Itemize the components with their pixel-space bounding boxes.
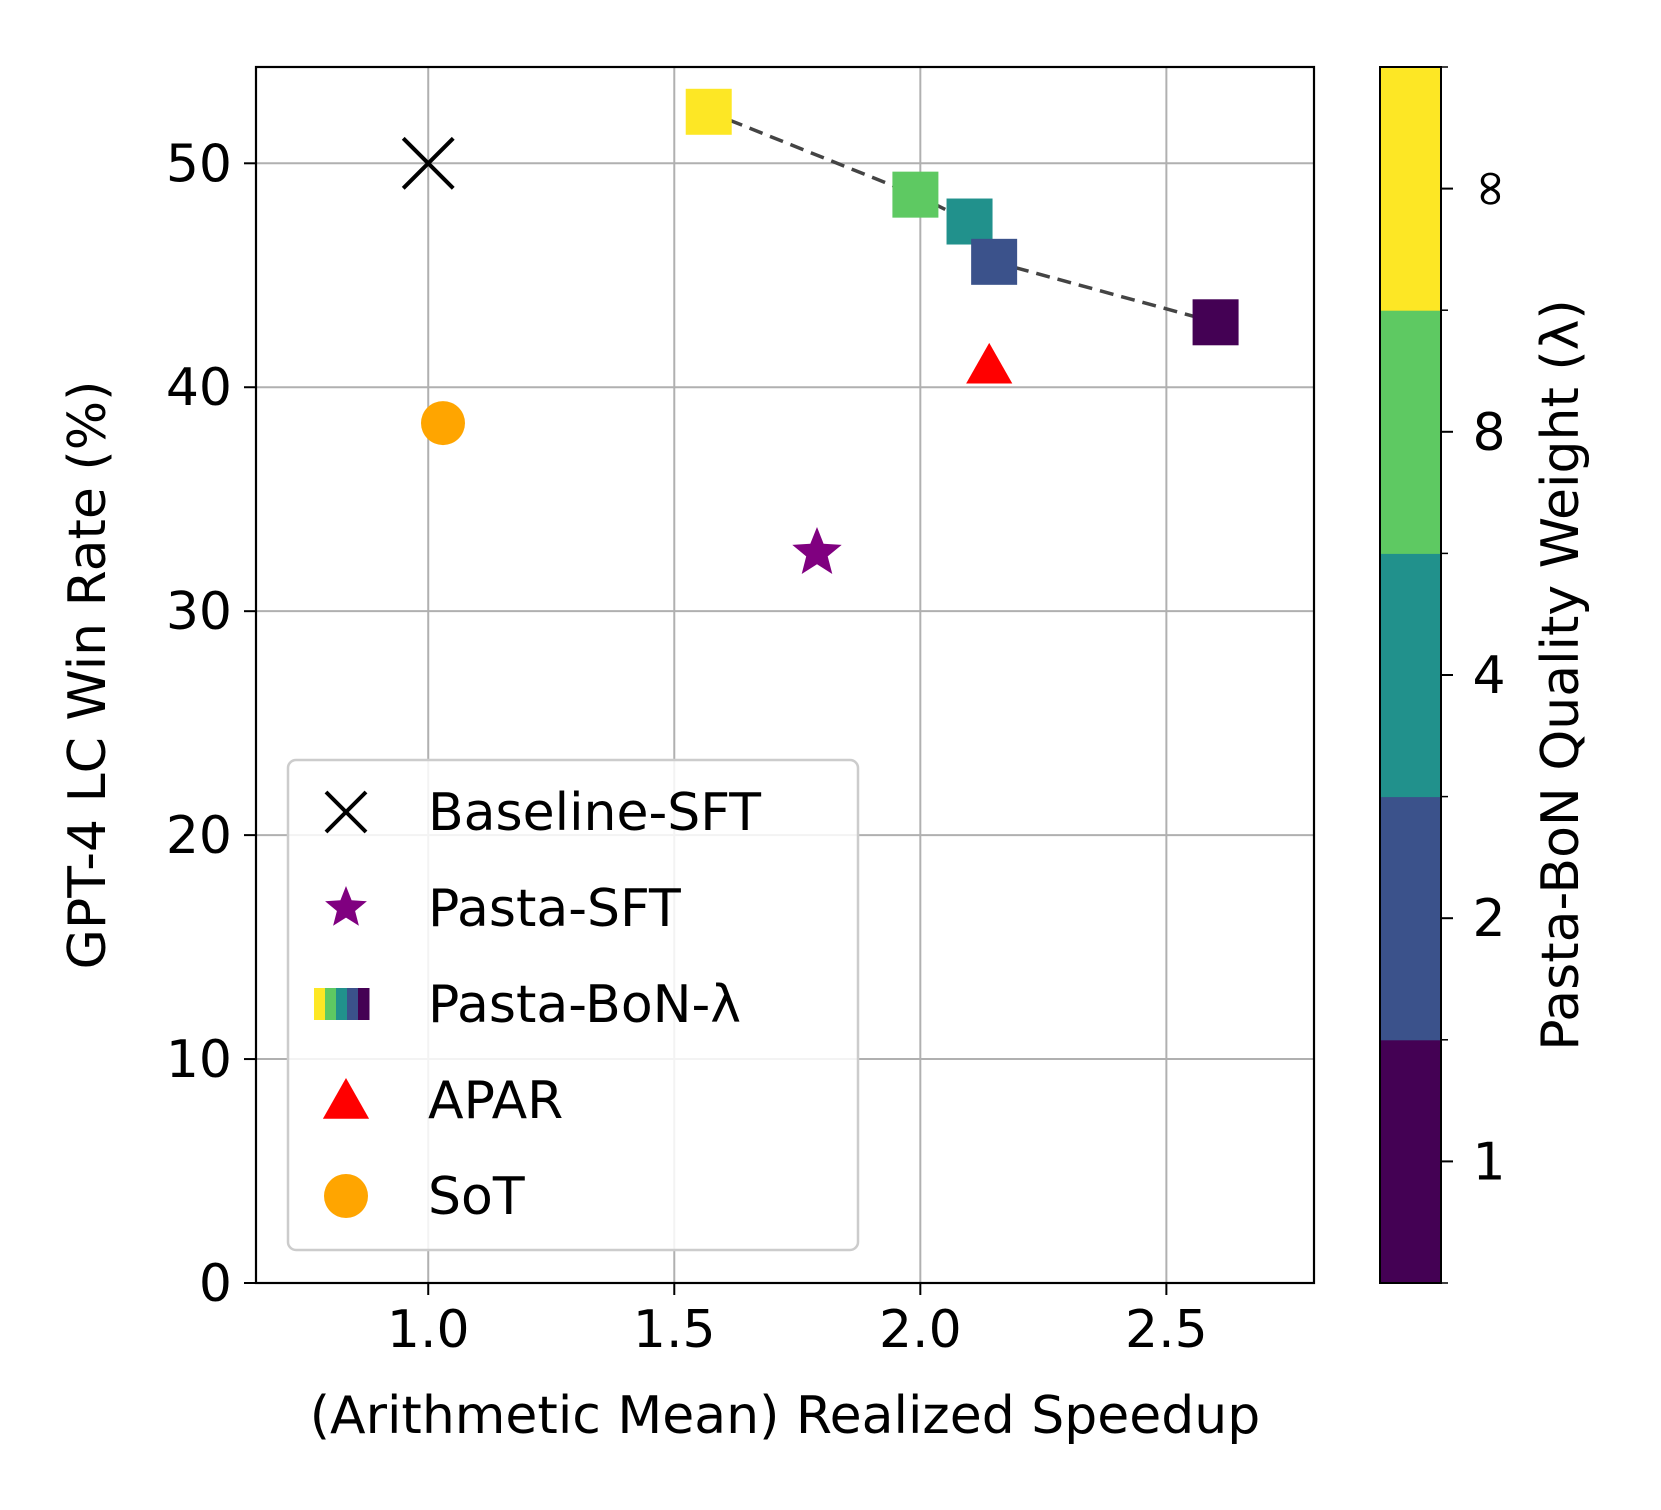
y-tick-label: 10 [166, 1030, 232, 1090]
y-axis-ticks: 0 10 20 30 40 50 [166, 134, 256, 1314]
y-tick-label: 50 [166, 134, 232, 194]
colorbar: 1 2 4 8 ∞ [1379, 66, 1519, 1284]
legend-marker [322, 1078, 370, 1119]
point-pasta-bon- [685, 88, 732, 135]
y-tick-label: 20 [166, 806, 232, 866]
x-axis-title: (Arithmetic Mean) Realized Speedup [310, 1386, 1260, 1446]
pasta-bon-dashed-line [708, 110, 1217, 324]
legend-swatch-segment [358, 988, 370, 1020]
x-tick-label: 1.5 [633, 1300, 716, 1360]
point-pasta-bon- [1192, 299, 1239, 346]
x-axis-ticks: 1.0 1.5 2.0 2.5 [387, 1283, 1208, 1360]
legend-label: APAR [428, 1071, 563, 1131]
colorbar-tick-label: 2 [1472, 889, 1505, 949]
legend-label: Baseline-SFT [428, 783, 761, 843]
point-pasta-bon- [892, 171, 939, 218]
legend: Baseline-SFT Pasta-SFT Pasta-BoN-λ APAR SoT [286, 758, 860, 1252]
x-stroke-b [401, 136, 455, 190]
colorbar-segment [1380, 67, 1441, 311]
y-axis-title: GPT-4 LC Win Rate (%) [58, 381, 118, 970]
colorbar-tick-label: 1 [1472, 1132, 1505, 1192]
colorbar-segment [1380, 1039, 1441, 1284]
colorbar-tick-label: ∞ [1459, 167, 1519, 210]
x-stroke-b [324, 790, 368, 834]
point-pasta-sft [792, 527, 842, 574]
colorbar-segment [1380, 796, 1441, 1041]
legend-marker [325, 886, 367, 926]
point-pasta-bon- [946, 198, 993, 245]
x-tick-label: 1.0 [387, 1300, 470, 1360]
data-markers [401, 88, 1239, 574]
colorbar-tick-label: 8 [1472, 403, 1505, 463]
point-pasta-bon- [971, 238, 1018, 285]
x-tick-label: 2.0 [879, 1300, 962, 1360]
legend-marker [324, 1174, 368, 1218]
legend-swatch-segment [325, 988, 337, 1020]
y-tick-label: 40 [166, 358, 232, 418]
y-tick-label: 30 [166, 582, 232, 642]
point-apar [966, 342, 1013, 384]
legend-marker [324, 790, 368, 834]
legend-swatch-segment [314, 988, 326, 1020]
legend-label: Pasta-SFT [428, 879, 681, 939]
legend-box [286, 758, 860, 1252]
legend-label: SoT [428, 1167, 525, 1227]
colorbar-frame [1379, 66, 1442, 1284]
legend-swatch-segment [347, 988, 359, 1020]
legend-swatch-segment [336, 988, 348, 1020]
plot-frame [254, 65, 1316, 1285]
point-baseline-sft [401, 136, 455, 190]
colorbar-segment [1380, 310, 1441, 554]
colorbar-segment [1380, 553, 1441, 798]
colorbar-tick-label: 4 [1472, 646, 1505, 706]
colorbar-title: Pasta-BoN Quality Weight (λ) [1531, 299, 1591, 1050]
x-tick-label: 2.5 [1125, 1300, 1208, 1360]
y-tick-label: 0 [199, 1254, 232, 1314]
connecting-lines [708, 110, 1217, 324]
point-sot [420, 401, 465, 446]
legend-label: Pasta-BoN-λ [428, 975, 741, 1035]
